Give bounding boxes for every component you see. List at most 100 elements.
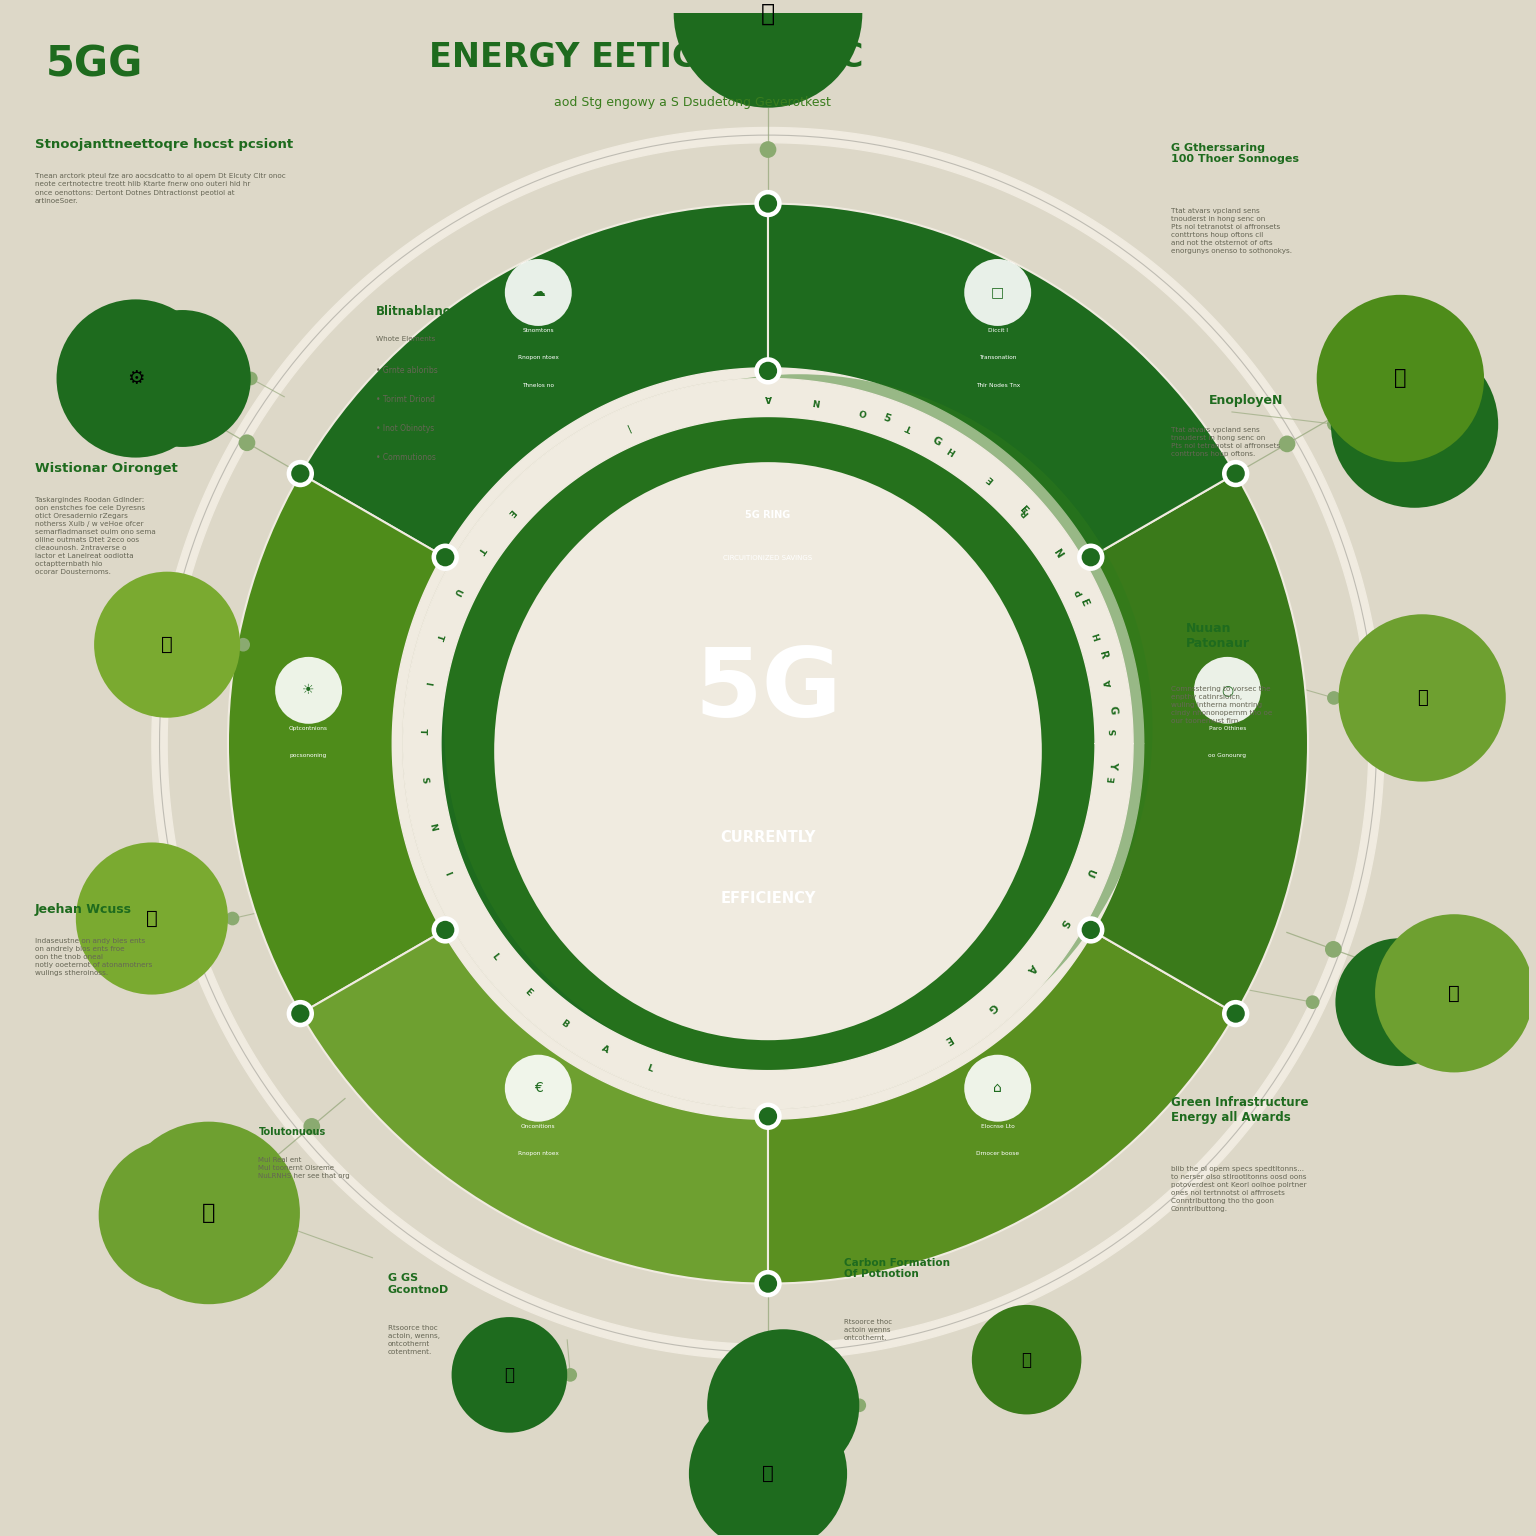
Circle shape: [972, 1306, 1081, 1415]
Circle shape: [965, 260, 1031, 326]
Circle shape: [304, 1118, 319, 1135]
Text: Mul Real ent
Mul toonernt Olsreme
NuLRNHS her see that org: Mul Real ent Mul toonernt Olsreme NuLRNH…: [258, 1157, 350, 1180]
Wedge shape: [1091, 473, 1309, 1014]
Circle shape: [965, 1055, 1031, 1121]
Text: ☁: ☁: [531, 286, 545, 300]
Text: R: R: [1020, 507, 1031, 518]
Circle shape: [287, 459, 313, 487]
Text: Rnopon ntoex: Rnopon ntoex: [518, 355, 559, 361]
Text: 5G RING: 5G RING: [745, 510, 791, 521]
Text: E: E: [985, 473, 995, 484]
Text: Ttat atvars vpcland sens
tnouderst in hong senc on
Pts nol tetranotst ol affrons: Ttat atvars vpcland sens tnouderst in ho…: [1170, 427, 1281, 458]
Circle shape: [57, 300, 215, 458]
Circle shape: [238, 435, 255, 452]
Wedge shape: [768, 204, 1235, 558]
Text: P: P: [1074, 587, 1084, 598]
Circle shape: [237, 637, 250, 651]
Circle shape: [83, 323, 201, 442]
Circle shape: [760, 1336, 776, 1353]
Circle shape: [275, 657, 343, 723]
Text: E: E: [505, 507, 516, 518]
Circle shape: [247, 1209, 261, 1223]
Circle shape: [754, 1270, 782, 1298]
Text: Stnomtons: Stnomtons: [522, 329, 554, 333]
Text: Rnopon ntoex: Rnopon ntoex: [518, 1150, 559, 1157]
Circle shape: [1081, 920, 1100, 938]
Text: Rtsoorce thoc
actoin wenns
ontcothernt.: Rtsoorce thoc actoin wenns ontcothernt.: [845, 1318, 892, 1341]
Text: 📊: 📊: [1395, 994, 1405, 1011]
Text: G GS
GcontnoD: G GS GcontnoD: [387, 1273, 449, 1295]
Circle shape: [1306, 995, 1319, 1009]
Circle shape: [444, 375, 1152, 1083]
Circle shape: [292, 1005, 309, 1023]
Text: Nuuan
Patonaur: Nuuan Patonaur: [1186, 622, 1250, 650]
Circle shape: [1223, 459, 1249, 487]
Circle shape: [690, 1395, 846, 1536]
Text: N: N: [427, 822, 438, 833]
Text: 📋: 📋: [1416, 690, 1427, 707]
Text: O: O: [859, 406, 868, 416]
Text: Whote Elements: Whote Elements: [375, 336, 435, 343]
Text: ☀: ☀: [303, 684, 315, 697]
Circle shape: [432, 917, 459, 943]
Circle shape: [705, 0, 846, 89]
Circle shape: [287, 1000, 313, 1028]
Text: E: E: [522, 988, 533, 998]
Circle shape: [1227, 1005, 1244, 1023]
Circle shape: [117, 1121, 300, 1304]
Text: blib the ol opem specs spedtltonns...
to nerser olso stlrootltonns oosd oons
pot: blib the ol opem specs spedtltonns... to…: [1170, 1166, 1307, 1212]
Text: R: R: [1097, 650, 1109, 660]
Text: Optcontnions: Optcontnions: [289, 727, 329, 731]
Text: 🏘: 🏘: [169, 1206, 181, 1224]
Text: N: N: [811, 396, 820, 406]
Circle shape: [292, 464, 309, 482]
Text: A: A: [1025, 962, 1038, 974]
Text: Thnelos no: Thnelos no: [522, 382, 554, 387]
Text: • Inot Obinotys: • Inot Obinotys: [375, 424, 433, 433]
Circle shape: [432, 544, 459, 571]
Circle shape: [754, 1103, 782, 1130]
Text: E: E: [1017, 504, 1029, 516]
Circle shape: [1227, 464, 1244, 482]
Text: CIRCUITIONIZED SAVINGS: CIRCUITIONIZED SAVINGS: [723, 554, 813, 561]
Text: 🏡: 🏡: [146, 909, 158, 928]
Text: A: A: [601, 1043, 611, 1055]
Text: Diccit l: Diccit l: [988, 329, 1008, 333]
Text: T: T: [418, 728, 427, 734]
Text: I: I: [442, 869, 452, 877]
Text: S: S: [1058, 917, 1071, 929]
Circle shape: [1278, 436, 1295, 452]
Text: Drnocer boose: Drnocer boose: [977, 1150, 1020, 1157]
Text: A: A: [765, 393, 771, 402]
Text: Rtsoorce thoc
actoin, wenns,
ontcothernt
cotentment.: Rtsoorce thoc actoin, wenns, ontcothernt…: [387, 1324, 439, 1355]
Text: I: I: [422, 680, 432, 687]
Text: 📊: 📊: [1021, 1350, 1032, 1369]
Text: EFFICIENCY: EFFICIENCY: [720, 891, 816, 906]
Circle shape: [1401, 938, 1519, 1057]
Text: Stnoojanttneettoqre hocst pcsiont: Stnoojanttneettoqre hocst pcsiont: [35, 138, 293, 151]
Text: S: S: [1109, 728, 1118, 734]
Wedge shape: [227, 473, 445, 1014]
Text: Taskargindes Roodan Gdlnder:
oon enstches foe cele Dyresns
otict Oresadernio rZe: Taskargindes Roodan Gdlnder: oon enstche…: [35, 498, 155, 574]
Wedge shape: [768, 929, 1235, 1284]
Text: Tolutonuous: Tolutonuous: [258, 1127, 326, 1137]
Circle shape: [1338, 614, 1505, 782]
Text: 🌿: 🌿: [1395, 369, 1407, 389]
Wedge shape: [301, 204, 768, 558]
Text: G: G: [986, 1000, 998, 1014]
Text: Tnean arctork pteul fze aro aocsdcatto to al opem Dt Elcuty Cltr onoc
neote cert: Tnean arctork pteul fze aro aocsdcatto t…: [35, 174, 286, 204]
Text: T: T: [433, 633, 444, 641]
Circle shape: [1223, 1000, 1249, 1028]
Text: Indaseustne on andy bles ents
on andrely blos ents froe
oon the tnob oneal
notly: Indaseustne on andy bles ents on andrely…: [35, 938, 152, 977]
Text: E: E: [1078, 598, 1091, 608]
Wedge shape: [301, 929, 768, 1284]
Text: U: U: [1083, 868, 1095, 879]
Text: H: H: [946, 444, 957, 456]
Text: L: L: [490, 952, 501, 962]
Text: 📈: 📈: [177, 369, 189, 389]
Text: Wistionar Oironget: Wistionar Oironget: [35, 462, 178, 475]
Circle shape: [114, 310, 250, 447]
Text: H: H: [1092, 631, 1103, 642]
Circle shape: [75, 842, 227, 995]
Text: 🌿: 🌿: [760, 2, 776, 26]
